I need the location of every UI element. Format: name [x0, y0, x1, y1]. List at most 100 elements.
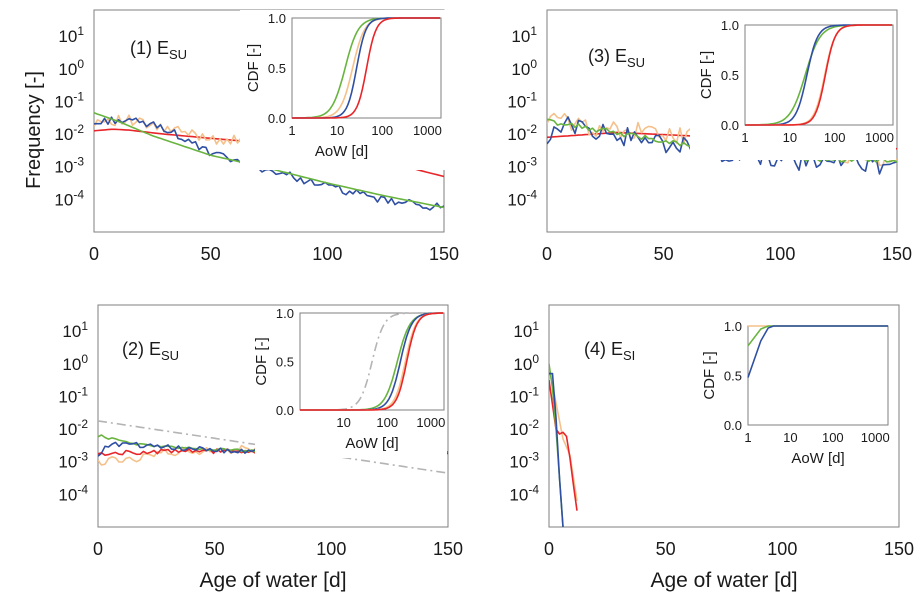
inset-frame: [291, 17, 442, 119]
y-tick-label: 100: [58, 57, 84, 79]
inset-cdf: 0.0 0.5 1.0 1 10 100 1000 CDF [-] AoW [d]: [701, 319, 890, 467]
x-tick-label: 100: [765, 244, 795, 264]
y-tick-label: 101: [511, 24, 537, 46]
y-tick-label: 10-4: [54, 187, 84, 209]
y-tick-label: 10-4: [509, 482, 539, 504]
y-tick-label: 10-1: [509, 384, 539, 406]
y-tick-label: 10-3: [509, 450, 539, 472]
inset-cdf-line: [747, 325, 888, 378]
panel-title: (2) ESU: [122, 339, 179, 363]
inset-cdf: 0.0 0.5 1.0 1 10 100 1000 CDF [-]: [698, 18, 894, 145]
inset-x-tick-label: 1: [288, 123, 295, 138]
inset-x-tick-label: 1000: [865, 130, 894, 145]
panel-title: (1) ESU: [130, 38, 187, 62]
inset-y-axis-label: CDF [-]: [698, 51, 715, 99]
inset-background: [255, 308, 447, 458]
x-tick-label: 100: [767, 539, 797, 559]
inset-cdf-line: [300, 312, 444, 411]
y-tick-label: 10-2: [509, 417, 539, 439]
y-tick-label: 10-2: [58, 417, 88, 439]
inset-y-axis-label: CDF [-]: [245, 44, 262, 92]
inset-x-axis-label: AoW [d]: [345, 435, 398, 452]
x-tick-label: 50: [205, 539, 225, 559]
inset-y-tick-label: 0.0: [724, 418, 742, 433]
inset-x-tick-label: 1000: [416, 415, 445, 430]
inset-cdf: 0.0 0.5 1.0 1 10 100 1000 CDF [-] AoW [d]: [245, 11, 442, 160]
x-tick-label: 150: [433, 539, 463, 559]
x-tick-label: 100: [316, 539, 346, 559]
x-tick-label: 0: [93, 539, 103, 559]
x-tick-label: 150: [429, 244, 459, 264]
inset-y-tick-label: 1.0: [721, 18, 739, 33]
inset-y-tick-label: 0.0: [721, 118, 739, 133]
y-tick-label: 10-3: [54, 155, 84, 177]
data-series-line: [549, 379, 578, 511]
series-group: [549, 363, 578, 527]
x-tick-label: 0: [544, 539, 554, 559]
inset-y-tick-label: 0.5: [721, 68, 739, 83]
x-tick-label: 0: [89, 244, 99, 264]
inset-x-tick-label: 10: [336, 415, 350, 430]
y-tick-label: 10-4: [507, 187, 537, 209]
inset-cdf-line: [745, 24, 893, 126]
inset-x-axis-label: AoW [d]: [791, 450, 844, 467]
y-tick-label: 10-4: [58, 482, 88, 504]
x-axis-label: Age of water [d]: [199, 569, 346, 592]
x-tick-label: 100: [312, 244, 342, 264]
inset-y-tick-label: 0.0: [276, 403, 294, 418]
y-tick-label: 10-2: [54, 122, 84, 144]
inset-y-tick-label: 1.0: [268, 11, 286, 26]
y-tick-label: 100: [62, 352, 88, 374]
inset-y-axis-label: CDF [-]: [701, 351, 718, 399]
inset-y-tick-label: 0.0: [268, 111, 286, 126]
x-tick-label: 150: [882, 244, 912, 264]
data-series-line: [549, 372, 564, 527]
y-tick-label: 10-3: [507, 155, 537, 177]
y-tick-label: 10-1: [58, 384, 88, 406]
plot-frame: [548, 304, 900, 528]
y-tick-label: 10-1: [54, 89, 84, 111]
inset-x-tick-label: 10: [330, 123, 344, 138]
y-tick-label: 10-2: [507, 122, 537, 144]
inset-y-tick-label: 0.5: [276, 355, 294, 370]
y-tick-label: 101: [58, 24, 84, 46]
inset-x-tick-label: 10: [783, 430, 797, 445]
x-tick-label: 50: [654, 244, 674, 264]
inset-y-tick-label: 1.0: [276, 306, 294, 321]
y-tick-label: 101: [62, 319, 88, 341]
inset-x-tick-label: 10: [783, 130, 797, 145]
y-tick-label: 101: [513, 319, 539, 341]
inset-x-axis-label: AoW [d]: [315, 143, 368, 160]
plot-frame: [546, 9, 898, 233]
inset-y-tick-label: 0.5: [268, 61, 286, 76]
panel-title: (3) ESU: [588, 46, 645, 70]
x-tick-label: 150: [884, 539, 914, 559]
inset-x-tick-label: 1000: [413, 123, 442, 138]
y-tick-label: 10-1: [507, 89, 537, 111]
inset-x-tick-label: 100: [376, 415, 398, 430]
x-tick-label: 50: [656, 539, 676, 559]
inset-background: [690, 12, 896, 160]
panel-title: (4) ESI: [584, 339, 635, 363]
inset-x-tick-label: 1: [744, 430, 751, 445]
plot-frame: [97, 304, 449, 528]
inset-x-tick-label: 1: [741, 130, 748, 145]
inset-x-tick-label: 1000: [861, 430, 890, 445]
inset-frame: [744, 24, 894, 126]
inset-y-tick-label: 0.5: [724, 369, 742, 384]
x-axis-label: Age of water [d]: [650, 569, 797, 592]
panel-bottom-left: (2) ESU 101 100 10-1 10-2 10-3 10-4 0 50 100 150 Ag…: [58, 304, 463, 592]
inset-x-tick-label: 100: [822, 430, 844, 445]
figure-ylabel: Frequency [-]: [23, 71, 45, 189]
y-tick-label: 10-3: [58, 450, 88, 472]
inset-y-axis-label: CDF [-]: [253, 337, 270, 385]
inset-background: [240, 10, 445, 170]
inset-cdf: 0.0 0.5 1.0 10 100 1000 CDF [-] AoW [d]: [253, 306, 445, 452]
y-tick-label: 100: [513, 352, 539, 374]
inset-y-tick-label: 1.0: [724, 319, 742, 334]
inset-x-tick-label: 100: [824, 130, 846, 145]
x-tick-label: 50: [201, 244, 221, 264]
